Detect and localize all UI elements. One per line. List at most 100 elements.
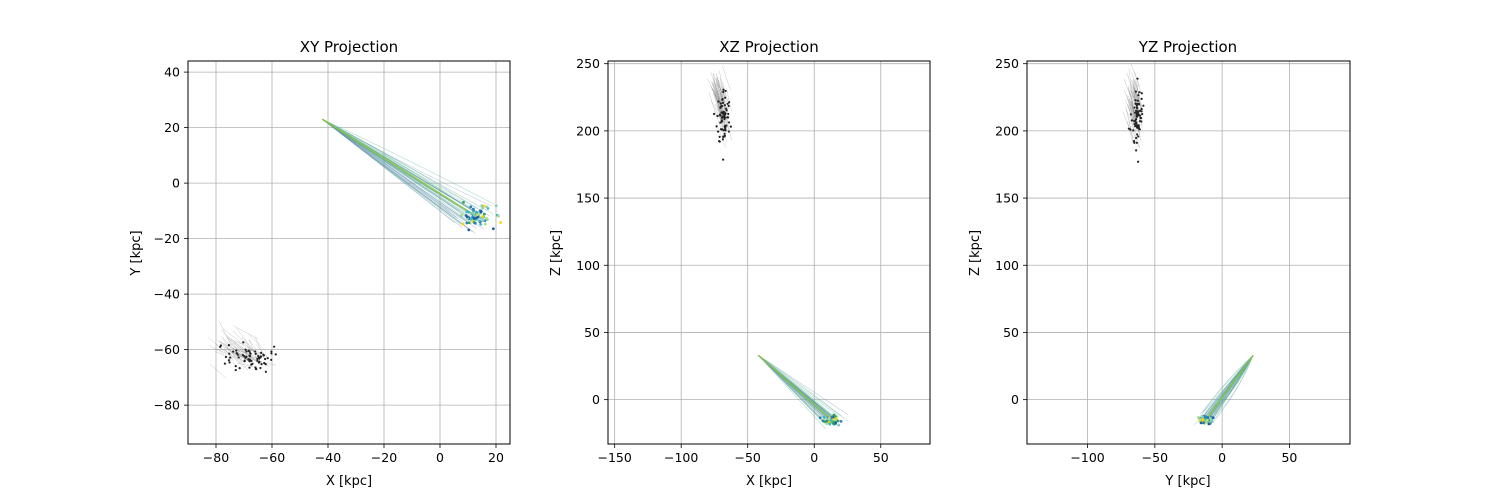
y-tick-label: 150 [995, 191, 1019, 206]
progenitor-point [727, 112, 730, 116]
plot-area [208, 118, 502, 379]
stream-particle [827, 417, 831, 420]
progenitor-track [244, 343, 260, 358]
progenitor-point [1134, 99, 1137, 102]
progenitor-track [712, 88, 722, 116]
panel-xz: −150 −100 −50 0 50 0 50 100 150 200 250 XZ Projec… [549, 38, 931, 489]
progenitor-point [722, 88, 725, 91]
progenitor-track [1126, 94, 1134, 122]
progenitor-point [1133, 141, 1136, 144]
y-tick-label: −40 [154, 287, 180, 302]
stream-particle [467, 228, 471, 232]
stream-particle [472, 213, 476, 217]
stream-track [322, 119, 473, 233]
progenitor-point [1132, 139, 1136, 143]
progenitor-track [234, 353, 250, 362]
stream-track [322, 119, 463, 226]
stream-particle [469, 205, 473, 209]
y-tick-label: 100 [576, 258, 600, 273]
progenitor-point [244, 348, 247, 351]
stream-particle [481, 219, 485, 223]
stream-particle [829, 418, 833, 422]
progenitor-point [242, 341, 245, 344]
progenitor-point [1136, 110, 1140, 113]
progenitor-point [1135, 109, 1138, 112]
y-tick-label: −80 [154, 398, 180, 413]
progenitor-point [1129, 128, 1132, 131]
progenitor-track [722, 82, 730, 107]
chart-title: XY Projection [300, 38, 398, 56]
progenitor-point [251, 362, 254, 366]
progenitor-point [721, 98, 724, 101]
stream-particle [1201, 418, 1205, 422]
progenitor-point [228, 361, 231, 364]
stream-particle [497, 214, 500, 218]
progenitor-track [1134, 80, 1143, 107]
progenitor-point [716, 130, 720, 133]
progenitor-track [235, 353, 248, 371]
stream-particle [481, 206, 485, 210]
progenitor-point [260, 351, 263, 354]
progenitor-track [726, 88, 732, 112]
progenitor-track [1130, 63, 1140, 87]
progenitor-track [1127, 85, 1135, 113]
x-tick-label: 0 [1218, 450, 1226, 465]
stream-track [322, 119, 450, 212]
progenitor-track [1129, 125, 1140, 148]
progenitor-point [1137, 112, 1140, 116]
stream-particle [460, 213, 464, 216]
stream-particle [467, 221, 471, 225]
progenitor-track [712, 72, 719, 98]
stream-track [322, 119, 485, 220]
x-tick-label: −50 [735, 450, 761, 465]
progenitor-point [1137, 135, 1140, 138]
progenitor-track [718, 107, 724, 131]
y-axis-label: Z [kpc] [968, 230, 983, 276]
progenitor-track [722, 99, 728, 123]
progenitor-point [724, 96, 727, 99]
stream-core [757, 354, 833, 421]
progenitor-track [711, 81, 719, 103]
progenitor-track [1135, 79, 1142, 108]
progenitor-track [716, 89, 725, 115]
y-axis-ticks: 0 50 100 150 200 250 [995, 56, 1027, 407]
progenitor-track [1125, 107, 1132, 133]
stream-track [1210, 355, 1254, 417]
progenitor-track [237, 348, 259, 360]
progenitor-point [722, 158, 725, 161]
grid [1027, 61, 1350, 444]
progenitor-track [716, 73, 723, 97]
stream-track [1200, 355, 1254, 417]
progenitor-point [257, 355, 260, 359]
progenitor-point [1140, 117, 1143, 120]
stream-track [1210, 355, 1254, 420]
progenitor-track [221, 336, 243, 358]
progenitor-track [225, 346, 244, 359]
progenitor-track [722, 65, 731, 91]
progenitor-point [260, 363, 263, 366]
stream-particle [830, 416, 834, 419]
stream-particle [494, 204, 498, 208]
progenitor-track [710, 85, 722, 108]
stream-particle [1198, 418, 1202, 421]
stream-track [322, 119, 458, 219]
stream-particle [828, 422, 832, 426]
progenitor-point [723, 134, 727, 138]
progenitor-point [1132, 129, 1135, 132]
progenitor-point [1138, 91, 1141, 94]
progenitor-point [219, 344, 223, 347]
stream-particle [1205, 418, 1209, 422]
axes-frame [607, 60, 931, 445]
x-tick-label: −80 [203, 450, 229, 465]
y-axis-label: Y [kpc] [129, 230, 144, 276]
stream-core [1205, 354, 1254, 421]
progenitor-point [1137, 160, 1140, 163]
axes-frame [1026, 60, 1351, 445]
progenitor-point [1140, 92, 1143, 95]
progenitor-point [1130, 119, 1134, 122]
y-tick-label: 0 [592, 392, 600, 407]
progenitor-track [725, 117, 732, 141]
progenitor-point [719, 102, 722, 105]
progenitor-track [218, 340, 236, 356]
